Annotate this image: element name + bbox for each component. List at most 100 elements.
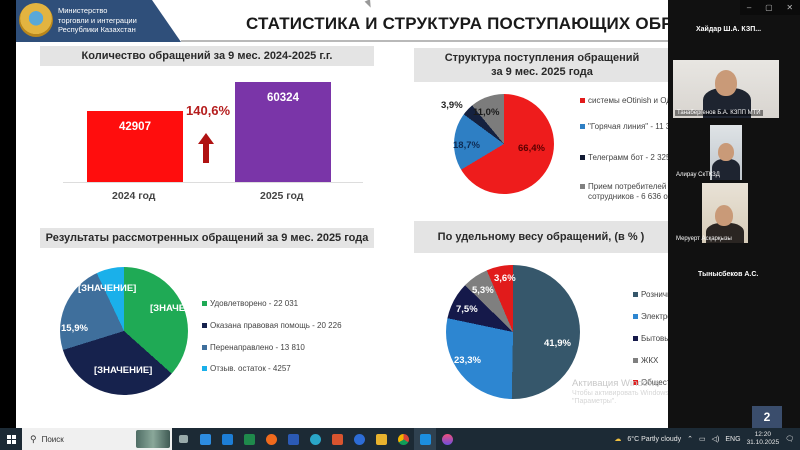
- legend-swatch: [633, 314, 638, 319]
- language-indicator[interactable]: ENG: [725, 435, 741, 443]
- windows-activation-watermark: Активация Windows: [572, 378, 660, 389]
- legend-item: Удовлетворено - 22 031: [202, 299, 298, 309]
- bar-2025: 60324: [235, 82, 331, 183]
- taskbar-search[interactable]: ⚲ Поиск: [22, 428, 172, 450]
- presentation-slide: Министерство торговли и интеграции Респу…: [16, 0, 668, 428]
- legend-swatch: [202, 345, 207, 350]
- search-placeholder: Поиск: [41, 434, 64, 444]
- bar-2024: 42907: [87, 111, 183, 183]
- droplet-app-icon[interactable]: [436, 428, 458, 450]
- participant-name[interactable]: Хайдар Ш.А. КЗП...: [696, 26, 762, 33]
- share-panel-title: По удельному весу обращений, (в % ): [414, 221, 668, 253]
- window-controls: – ▢ ✕: [740, 0, 800, 15]
- slide-title: СТАТИСТИКА И СТРУКТУРА ПОСТУПАЮЩИХ ОБРАЩ…: [246, 14, 668, 33]
- share-pie-chart: [446, 265, 580, 399]
- kazakhstan-emblem-icon: [19, 3, 53, 37]
- participant-video-tile[interactable]: [702, 183, 748, 243]
- zoom-icon[interactable]: [348, 428, 370, 450]
- notifications-icon[interactable]: 🗨: [785, 436, 794, 443]
- pie-label: 11,0%: [473, 107, 500, 118]
- clock[interactable]: 12:20 31.10.2025: [746, 431, 780, 446]
- participant-video-tile[interactable]: [710, 125, 742, 180]
- legend-item: системы eOtinish и ОД: [580, 96, 668, 106]
- legend-swatch: [580, 155, 585, 160]
- pie-label: 15,9%: [61, 323, 88, 334]
- weather-icon[interactable]: ☁: [614, 436, 622, 443]
- participant-avatar: [706, 223, 744, 243]
- firefox-icon[interactable]: [260, 428, 282, 450]
- legend-swatch: [580, 98, 585, 103]
- excel-icon[interactable]: [238, 428, 260, 450]
- windows-logo-icon: [6, 434, 16, 444]
- legend-item: Прием потребителей у сотрудников - 6 636 …: [580, 182, 668, 202]
- windows-taskbar: ⚲ Поиск ☁ 6°C Partly cloudy ⌃ ▭ ◁) ENG 1…: [0, 428, 800, 450]
- growth-percentage: 140,6%: [186, 103, 231, 118]
- arrow-up-icon: [198, 133, 214, 163]
- participant-face: [715, 205, 733, 226]
- participant-video-tile[interactable]: Танабергенов Б.А. КЗПП МТИ: [673, 60, 779, 118]
- windows-activation-hint: Чтобы активировать Windows, перейдите в …: [572, 390, 738, 405]
- pie-label: 41,9%: [544, 338, 571, 349]
- participant-name[interactable]: Тынысбеков А.С.: [698, 271, 759, 278]
- legend-item: Телеграмм бот - 2 325: [580, 153, 668, 163]
- legend-swatch: [580, 124, 585, 129]
- legend-item: Общественное питание: [633, 378, 668, 388]
- legend-item: Оказана правовая помощь - 20 226: [202, 321, 342, 331]
- chrome-icon[interactable]: [392, 428, 414, 450]
- participant-label: Танабергенов Б.А. КЗПП МТИ: [675, 110, 763, 116]
- header-divider: [181, 40, 668, 42]
- legend-item: Розничная: [633, 290, 668, 300]
- legend-swatch: [202, 366, 207, 371]
- close-button[interactable]: ✕: [786, 3, 794, 12]
- word-icon[interactable]: [282, 428, 304, 450]
- participant-label: Меруерт Асқарқызы: [676, 236, 732, 242]
- legend-item: Электронная торговля: [633, 312, 668, 322]
- legend-item: Отзыв. остаток - 4257: [202, 364, 291, 374]
- network-icon[interactable]: ▭: [699, 436, 706, 443]
- pie-label: [ЗНАЧЕНИЕ]: [150, 303, 209, 314]
- participant-label: Алирау СкТКЗД: [676, 172, 720, 178]
- legend-item: ЖКХ: [633, 356, 658, 366]
- start-button[interactable]: [0, 428, 22, 450]
- search-highlight-image: [136, 430, 170, 448]
- legend-swatch: [633, 292, 638, 297]
- mouse-cursor-icon: [364, 0, 374, 9]
- legend-swatch: [633, 336, 638, 341]
- weather-text[interactable]: 6°C Partly cloudy: [627, 435, 682, 443]
- pie-label: 3,6%: [494, 273, 516, 284]
- task-view-icon[interactable]: [172, 428, 194, 450]
- legend-item: Бытовые услуги: [633, 334, 668, 344]
- results-pie-chart: [60, 267, 188, 395]
- participant-avatar: [712, 159, 740, 180]
- count-panel-title: Количество обращений за 9 мес. 2024-2025…: [40, 46, 374, 66]
- legend-item: "Горячая линия" - 11 3: [580, 122, 668, 132]
- pie-label: 5,3%: [472, 285, 494, 296]
- volume-icon[interactable]: ◁): [711, 436, 720, 443]
- bar-label-2025: 2025 год: [260, 190, 304, 202]
- maximize-button[interactable]: ▢: [765, 3, 773, 12]
- legend-swatch: [202, 301, 207, 306]
- legend-swatch: [633, 380, 638, 385]
- pie-label: 7,5%: [456, 304, 478, 315]
- chevron-up-icon[interactable]: ⌃: [687, 436, 694, 443]
- file-explorer-icon[interactable]: [370, 428, 392, 450]
- meeting-app-icon[interactable]: [414, 428, 436, 450]
- participant-face: [718, 143, 734, 161]
- edge-icon[interactable]: [304, 428, 326, 450]
- structure-panel-title: Структура поступления обращений за 9 мес…: [414, 48, 668, 82]
- participant-face: [715, 70, 737, 96]
- powerpoint-icon[interactable]: [326, 428, 348, 450]
- pie-label: 3,9%: [441, 100, 463, 111]
- results-panel-title: Результаты рассмотренных обращений за 9 …: [40, 228, 374, 248]
- structure-pie-chart: [454, 94, 554, 194]
- bar-baseline: [63, 182, 363, 183]
- minimize-button[interactable]: –: [746, 3, 752, 12]
- pie-label: 18,7%: [453, 140, 480, 151]
- legend-swatch: [202, 323, 207, 328]
- legend-item: Перенаправлено - 13 810: [202, 343, 305, 353]
- video-participants-panel: Хайдар Ш.А. КЗП... Танабергенов Б.А. КЗП…: [668, 0, 800, 428]
- system-tray: ☁ 6°C Partly cloudy ⌃ ▭ ◁) ENG 12:20 31.…: [614, 431, 800, 447]
- pie-label: [ЗНАЧЕНИЕ]: [94, 365, 153, 376]
- store-icon[interactable]: [194, 428, 216, 450]
- mail-icon[interactable]: [216, 428, 238, 450]
